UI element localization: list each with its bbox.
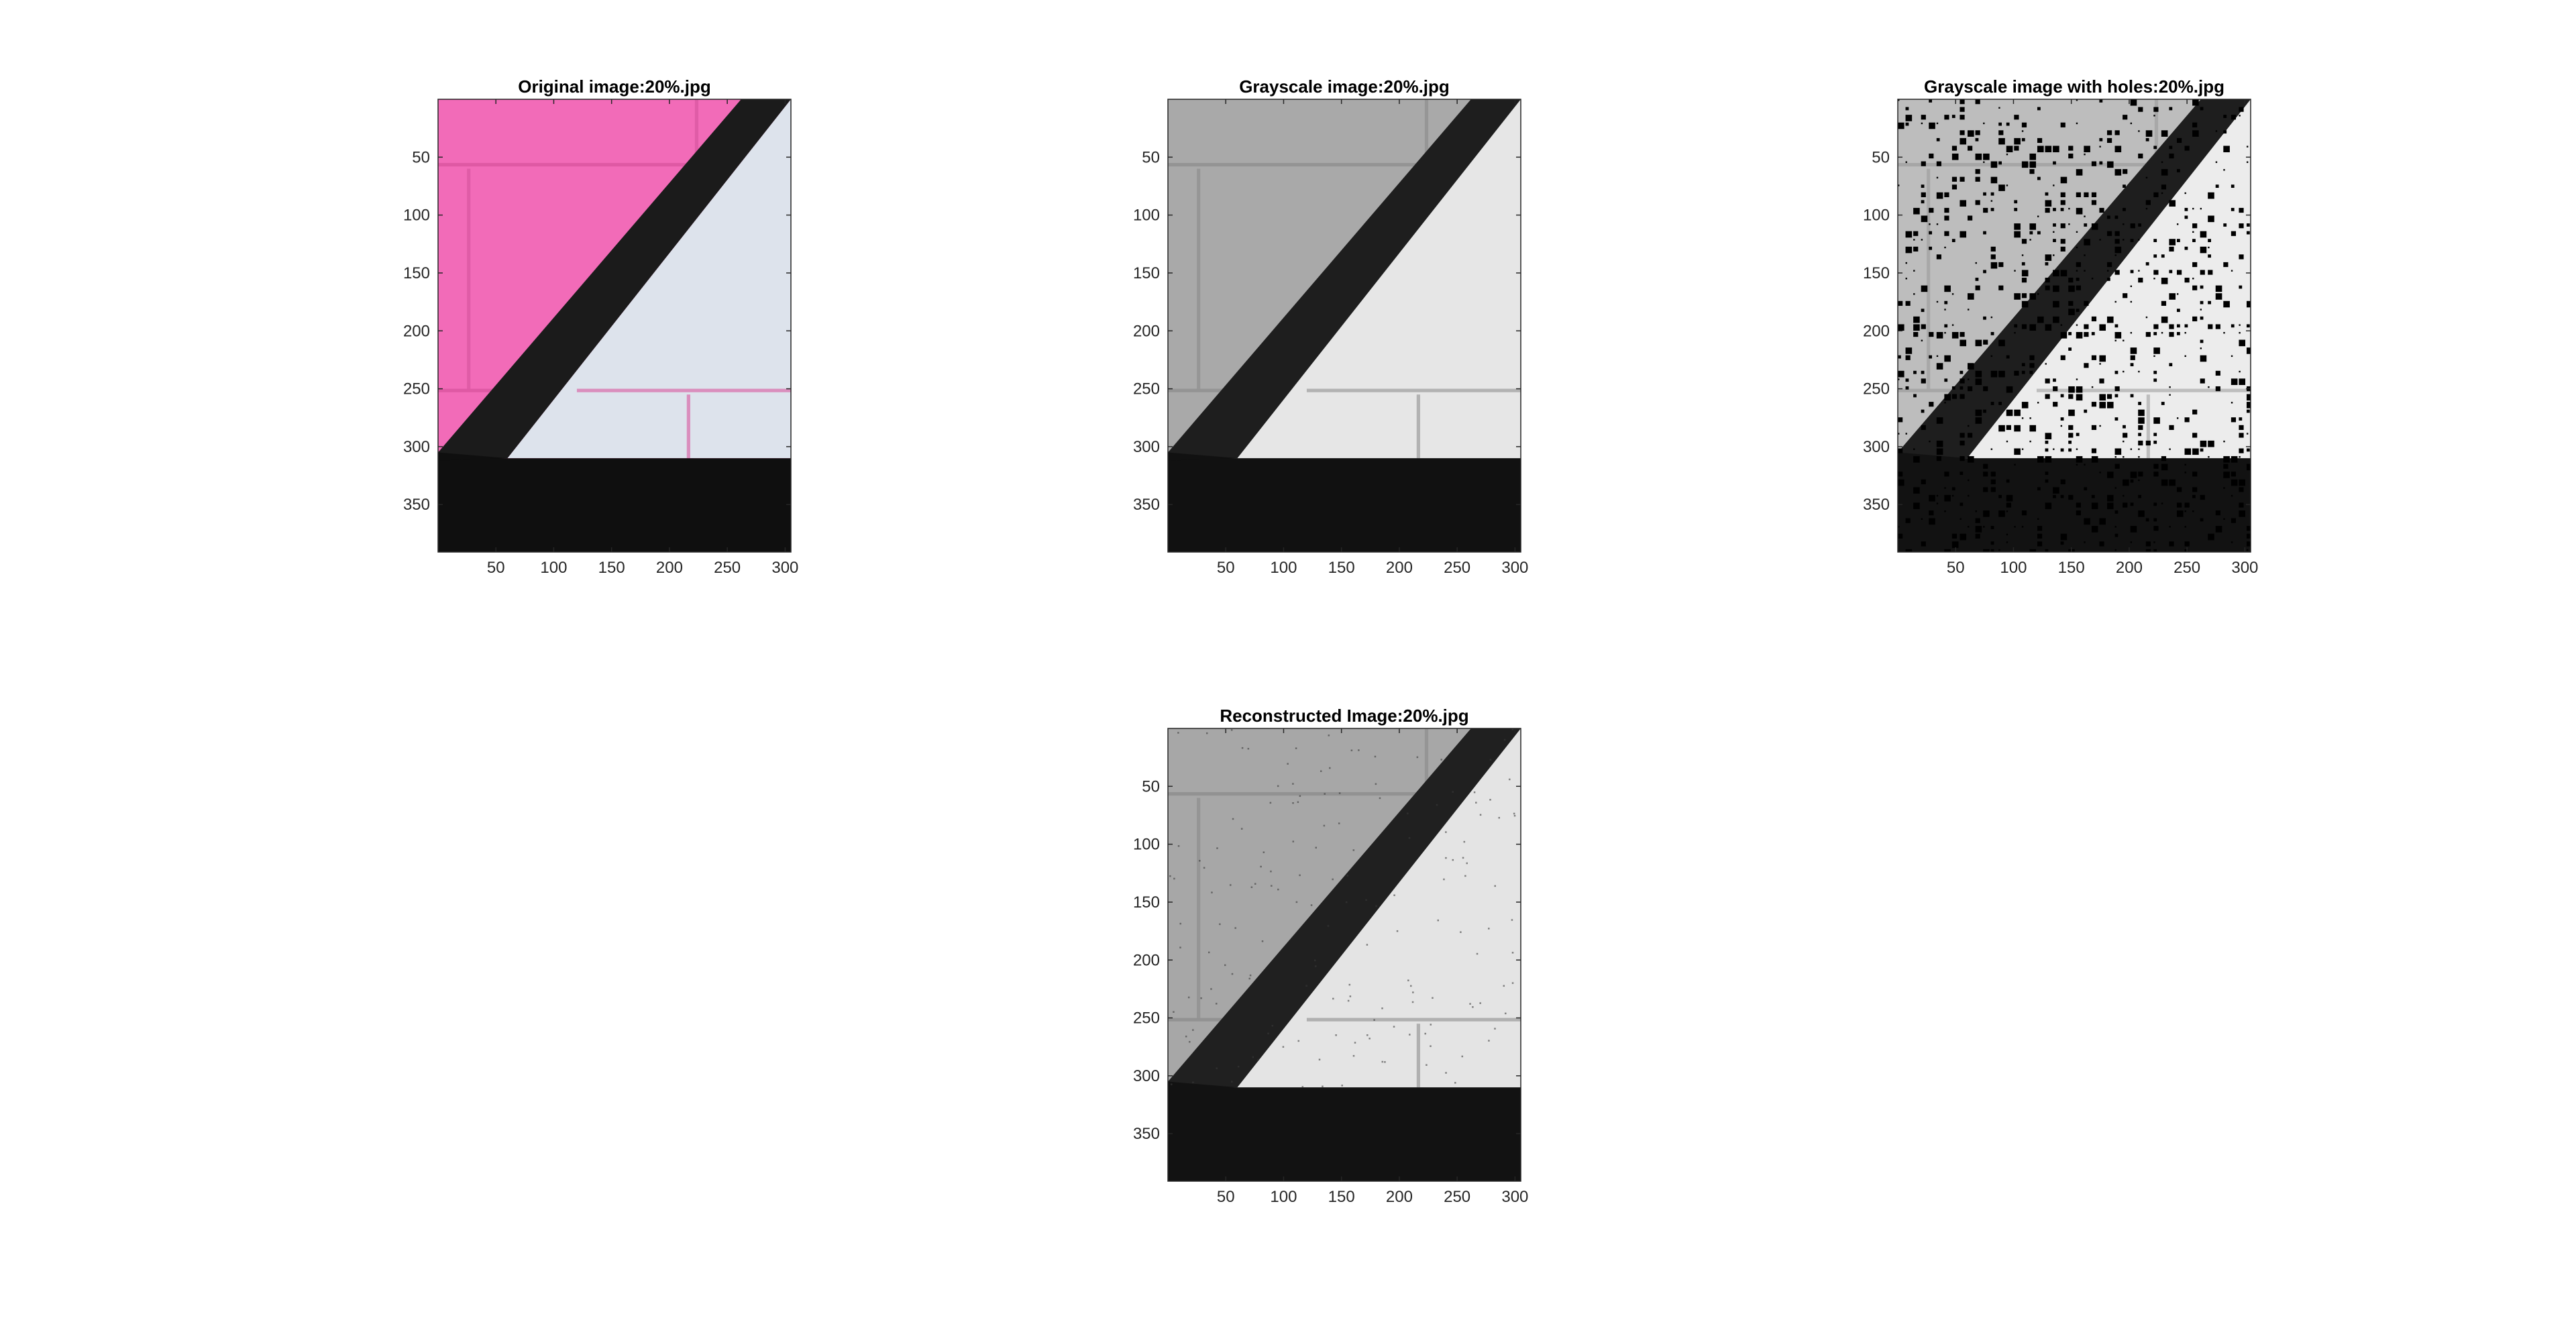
x-tick-label: 300 <box>2231 559 2258 577</box>
axes-frame <box>1897 99 2251 553</box>
image-holes <box>1898 99 2251 552</box>
y-tick-label: 150 <box>1133 264 1160 282</box>
y-tick-label: 100 <box>1133 836 1160 854</box>
y-tick-label: 300 <box>1133 1067 1160 1085</box>
y-tick-label: 200 <box>403 322 430 340</box>
x-tick-label: 50 <box>1947 559 1965 577</box>
image-grayscale <box>1168 99 1521 552</box>
x-tick-label: 300 <box>771 559 798 577</box>
axes-frame <box>437 99 792 553</box>
x-tick-label: 300 <box>1501 559 1528 577</box>
x-tick-label: 100 <box>540 559 567 577</box>
y-tick-label: 50 <box>1142 148 1160 166</box>
x-tick-label: 100 <box>1270 1188 1297 1206</box>
y-tick-label: 50 <box>412 148 430 166</box>
y-tick-label: 300 <box>403 438 430 456</box>
y-tick-label: 50 <box>1142 777 1160 795</box>
x-tick-label: 250 <box>714 559 741 577</box>
y-tick-label: 200 <box>1133 322 1160 340</box>
y-tick-label: 300 <box>1133 438 1160 456</box>
y-tick-label: 250 <box>1133 1009 1160 1028</box>
x-tick-label: 100 <box>1270 559 1297 577</box>
panel-title: Grayscale image:20%.jpg <box>1239 76 1450 97</box>
panel-title: Grayscale image with holes:20%.jpg <box>1924 76 2224 97</box>
x-tick-label: 250 <box>1444 559 1470 577</box>
y-tick-label: 200 <box>1863 322 1890 340</box>
x-tick-label: 200 <box>2116 559 2143 577</box>
x-tick-label: 50 <box>1217 559 1235 577</box>
x-tick-label: 300 <box>1501 1188 1528 1206</box>
y-tick-label: 150 <box>1133 893 1160 912</box>
y-tick-label: 50 <box>1872 148 1890 166</box>
panel-title: Original image:20%.jpg <box>518 76 711 97</box>
panel-grayscale: 50 100 150 200 250 300 50 100 150 200 250 300 350 Gra… <box>1133 76 1528 577</box>
x-tick-label: 150 <box>2058 559 2085 577</box>
y-tick-label: 200 <box>1133 951 1160 969</box>
x-tick-label: 150 <box>1328 559 1355 577</box>
y-tick-label: 350 <box>1863 496 1890 514</box>
y-tick-label: 100 <box>403 207 430 225</box>
panel-holes: 50 100 150 200 250 300 50 100 150 200 250 300 350 Gra… <box>1863 76 2258 577</box>
panel-original: 50 100 150 200 250 300 50 100 150 200 250 300 350 Ori… <box>403 76 798 577</box>
x-tick-label: 150 <box>1328 1188 1355 1206</box>
y-tick-label: 100 <box>1863 207 1890 225</box>
x-tick-label: 50 <box>487 559 505 577</box>
panel-reconstructed: 50 100 150 200 250 300 50 100 150 200 250 300 350 Rec… <box>1133 706 1528 1206</box>
y-tick-label: 300 <box>1863 438 1890 456</box>
x-tick-label: 200 <box>656 559 683 577</box>
y-tick-label: 350 <box>403 496 430 514</box>
x-tick-label: 50 <box>1217 1188 1235 1206</box>
panel-title: Reconstructed Image:20%.jpg <box>1220 706 1468 726</box>
x-tick-label: 250 <box>2174 559 2200 577</box>
y-tick-label: 250 <box>1133 380 1160 398</box>
axes-frame <box>1167 728 1521 1182</box>
axes-frame <box>1167 99 1521 553</box>
y-tick-label: 350 <box>1133 1125 1160 1143</box>
image-original <box>438 99 791 552</box>
y-tick-label: 150 <box>403 264 430 282</box>
x-tick-label: 250 <box>1444 1188 1470 1206</box>
x-tick-label: 200 <box>1386 1188 1413 1206</box>
y-tick-label: 250 <box>403 380 430 398</box>
y-tick-label: 350 <box>1133 496 1160 514</box>
x-tick-label: 100 <box>2000 559 2027 577</box>
x-tick-label: 150 <box>598 559 625 577</box>
y-tick-label: 100 <box>1133 207 1160 225</box>
y-tick-label: 250 <box>1863 380 1890 398</box>
y-tick-label: 150 <box>1863 264 1890 282</box>
image-reconstructed <box>1168 728 1521 1181</box>
x-tick-label: 200 <box>1386 559 1413 577</box>
